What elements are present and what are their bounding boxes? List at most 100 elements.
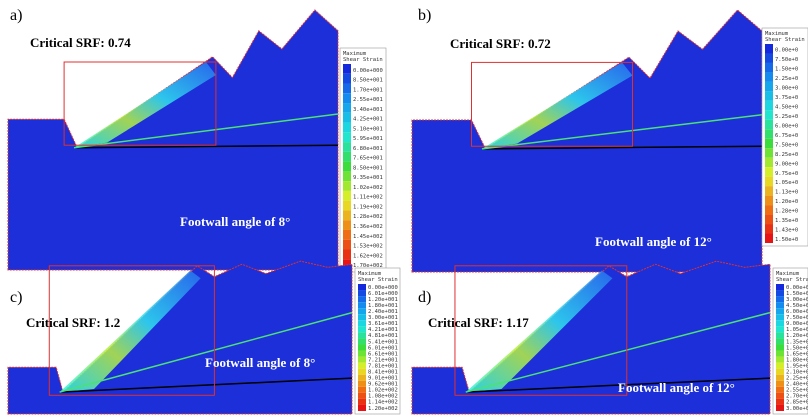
footwall-angle: Footwall angle of 12°: [595, 234, 712, 249]
legend-value: 1.35e+0: [775, 218, 798, 224]
legend-swatch: [776, 302, 784, 309]
legend-value: 7.50e+0: [775, 142, 798, 148]
legend-value: 6.00e+0: [775, 123, 798, 129]
critical-srf: Critical SRF: 0.74: [30, 35, 131, 50]
legend-value: 1.50e+0: [786, 345, 808, 351]
legend-value: 2.55e+0: [786, 388, 808, 394]
legend-swatch: [358, 332, 366, 339]
legend-swatch: [776, 374, 784, 381]
legend-swatch: [358, 350, 366, 357]
legend-value: 1.45e+002: [353, 234, 383, 240]
critical-srf: Critical SRF: 0.72: [450, 36, 551, 51]
legend-value: 6.75e+0: [775, 133, 798, 139]
legend-value: 1.28e+0: [775, 209, 798, 215]
shear-band: [74, 62, 216, 148]
legend-swatch: [776, 332, 784, 339]
legend-value: 7.65e+001: [353, 156, 383, 162]
legend-swatch: [765, 224, 773, 234]
footwall-angle: Footwall angle of 8°: [180, 214, 290, 229]
legend-value: 1.53e+002: [353, 244, 383, 250]
green-interface: [59, 311, 353, 393]
legend-swatch: [765, 129, 773, 139]
legend-swatch: [358, 296, 366, 303]
legend-value: 6.01e+000: [368, 291, 398, 297]
legend-value: 4.50e+0: [775, 104, 798, 110]
legend-swatch: [765, 44, 773, 54]
rock-mass: [7, 9, 339, 271]
legend-title: Shear Strain: [343, 57, 383, 63]
legend-value: 9.01e+001: [368, 376, 398, 382]
legend-value: 1.80e+0: [786, 357, 808, 363]
legend-swatch: [358, 302, 366, 309]
black-fault: [465, 377, 771, 393]
legend-swatch: [765, 72, 773, 82]
legend-swatch: [343, 112, 351, 123]
legend-swatch: [343, 181, 351, 191]
legend-value: 2.10e+0: [786, 370, 808, 376]
legend-swatch: [358, 308, 366, 315]
legend-title: Shear Strain: [776, 277, 808, 283]
legend-swatch: [765, 138, 773, 149]
legend-value: 1.62e+002: [353, 253, 383, 259]
legend-swatch: [776, 296, 784, 303]
legend-swatch: [765, 176, 773, 187]
legend-value: 4.25e+001: [353, 117, 383, 123]
legend-swatch: [343, 200, 351, 211]
legend-swatch: [358, 368, 366, 375]
legend-title: Maximum: [776, 271, 800, 277]
legend-swatch: [765, 157, 773, 168]
legend-swatch: [358, 362, 366, 369]
legend-value: 7.21e+001: [368, 357, 398, 363]
footwall-angle: Footwall angle of 8°: [205, 355, 315, 370]
green-interface: [73, 113, 339, 149]
legend-value: 7.50e+0: [775, 57, 798, 63]
legend-swatch: [776, 308, 784, 315]
legend-swatch: [343, 171, 351, 182]
legend-value: 3.61e+001: [368, 321, 398, 327]
legend-swatch: [343, 73, 351, 84]
legend-swatch: [343, 190, 351, 201]
panel-label: c): [10, 289, 22, 306]
legend-value: 1.08e+002: [368, 394, 398, 400]
legend-title: Maximum: [343, 51, 367, 57]
legend-swatch: [765, 53, 773, 63]
legend-value: 1.28e+002: [353, 214, 383, 220]
legend-value: 6.01e+001: [368, 345, 398, 351]
panel-label: a): [10, 7, 22, 24]
legend-value: 1.19e+002: [353, 204, 383, 210]
legend-value: 3.00e+0: [786, 406, 808, 412]
legend-swatch: [358, 290, 366, 297]
legend-swatch: [343, 161, 351, 172]
legend-value: 7.50e+0: [786, 315, 808, 321]
legend-swatch: [776, 398, 784, 405]
legend-value: 1.50e+0: [775, 67, 798, 73]
legend-value: 1.20e+0: [775, 199, 798, 205]
legend-value: 0.00e+0: [786, 285, 808, 291]
legend-swatch: [765, 91, 773, 101]
legend-swatch: [776, 386, 784, 393]
legend-value: 2.25e+0: [786, 376, 808, 382]
legend-swatch: [765, 100, 773, 111]
legend-value: 4.21e+001: [368, 327, 398, 333]
zoom-box: [471, 61, 633, 147]
legend-value: 8.50e+001: [353, 78, 383, 84]
legend-value: 1.20e+0: [786, 333, 808, 339]
shear-band: [482, 62, 633, 149]
legend-value: 1.35e+0: [786, 339, 808, 345]
legend-value: 0.00e+000: [353, 68, 383, 74]
legend-value: 1.50e+0: [786, 291, 808, 297]
legend-swatch: [358, 404, 366, 411]
legend-swatch: [358, 380, 366, 387]
legend-value: 6.80e+001: [353, 146, 383, 152]
legend-value: 9.75e+0: [775, 171, 798, 177]
legend-swatch: [776, 356, 784, 363]
legend-value: 5.10e+001: [353, 126, 383, 132]
legend-swatch: [765, 81, 773, 92]
legend-value: 4.50e+0: [786, 303, 808, 309]
legend-value: 1.65e+0: [786, 351, 808, 357]
legend-swatch: [358, 284, 366, 291]
legend-swatch: [343, 259, 351, 269]
legend-value: 0.00e+0: [775, 48, 798, 54]
legend-swatch: [765, 167, 773, 177]
